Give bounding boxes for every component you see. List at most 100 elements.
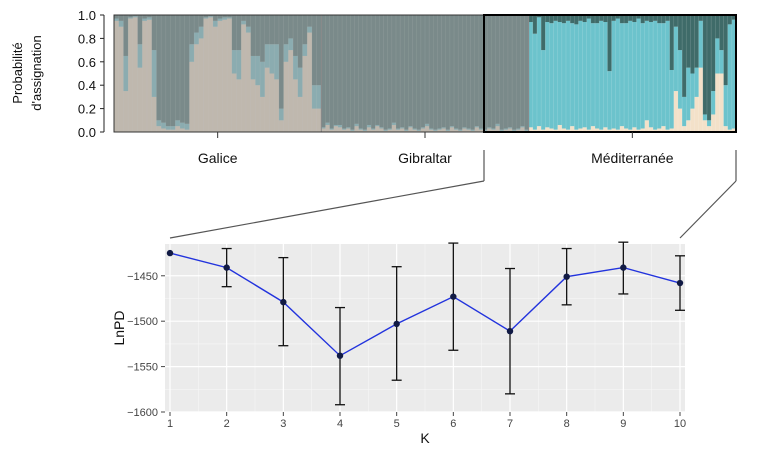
bar-segment-cream — [723, 126, 729, 132]
bar-segment-teal — [648, 22, 654, 128]
bar-segment-teal — [698, 20, 704, 68]
bar-segment-cream — [661, 126, 666, 132]
bar-segment-dark — [595, 15, 600, 24]
bar-segment-cream — [603, 127, 608, 132]
bar-segment-cream — [541, 129, 546, 132]
bar-segment-teal — [565, 20, 571, 130]
x-tick-label: 7 — [507, 418, 513, 430]
lnpd-line-chart: −1450 −1500 −1550 −1600 1 2 3 4 5 6 7 8 9 10 K LnPD — [111, 241, 686, 446]
bar-segment-teal — [661, 23, 666, 127]
data-point — [223, 264, 230, 271]
bar-segment-dark — [565, 15, 571, 21]
bar-segment-dark — [528, 15, 534, 23]
bar-segment-dark — [561, 15, 567, 24]
bar-segment-cream — [553, 129, 558, 132]
barplot-y-tick-label: 0.6 — [78, 55, 96, 70]
bar-segment-cream — [536, 126, 542, 132]
bar-segment-teal — [557, 22, 563, 125]
bar-segment-teal — [715, 38, 720, 74]
x-tick-label: 10 — [674, 418, 686, 430]
data-point — [280, 298, 287, 306]
bar-segment-cream — [686, 120, 691, 132]
bar-segment-cream — [632, 127, 637, 132]
bar-segment-cream — [561, 128, 567, 132]
bar-segment-teal — [607, 71, 612, 130]
bar-segment-cream — [607, 129, 612, 132]
series-points — [166, 249, 684, 359]
data-point — [336, 352, 344, 359]
barplot-ylabel-line2: d'assignation — [29, 35, 44, 110]
bar-segment-cream — [657, 128, 662, 132]
bar-segment-dark — [702, 15, 708, 115]
bar-segment-teal — [636, 18, 641, 130]
bar-segment-teal — [731, 19, 737, 129]
barplot-y-tick-label: 1.0 — [78, 8, 96, 23]
bar-segment-dark — [615, 15, 621, 19]
bar-segment-dark — [570, 15, 575, 24]
bar-segment-cream — [611, 128, 617, 132]
bar-segment-dark — [603, 15, 608, 23]
bar-segment-teal — [665, 20, 670, 130]
bar-segment-dark — [665, 15, 670, 21]
bar-segment-teal — [578, 20, 583, 129]
bar-segment-teal — [595, 23, 600, 129]
y-tick-label: −1600 — [127, 407, 158, 419]
x-axis-title: K — [420, 430, 430, 446]
data-point — [563, 273, 570, 280]
bar-segment-cream — [673, 91, 679, 132]
bar-segment-dark — [549, 15, 554, 24]
bar-segment-cream — [549, 128, 554, 132]
bar-segment-cream — [545, 127, 550, 132]
bar-segment-dark — [532, 15, 538, 34]
bar-segment-dark — [557, 15, 563, 23]
bar-segment-cream — [711, 114, 716, 132]
barplot-y-tick-label: 0.4 — [78, 78, 96, 93]
x-tick-label: 5 — [394, 418, 400, 430]
bar-segment-dark — [731, 15, 737, 20]
bar-segment-teal — [586, 18, 592, 130]
connector-right-diag — [679, 180, 737, 239]
bar-segment-teal — [673, 26, 679, 92]
bar-segment-cream — [694, 96, 699, 132]
bar-segment-dark — [632, 15, 637, 23]
bar-segment-cream — [665, 129, 670, 132]
bar-segment-dark — [682, 15, 687, 97]
highlighted-group-frame — [483, 14, 737, 133]
bar-segment-dark — [619, 15, 625, 24]
barplot-y-tick-label: 0.8 — [78, 31, 96, 46]
bar-segment-cream — [595, 128, 600, 132]
bar-segment-cream — [669, 128, 675, 132]
bar-segment-cream — [590, 126, 596, 132]
bar-segment-dark — [727, 15, 733, 25]
bar-segment-teal — [615, 18, 621, 130]
bar-segment-cream — [624, 128, 629, 132]
grid-lines — [165, 244, 685, 413]
bar-segment-teal — [686, 67, 691, 121]
x-tick-label: 2 — [224, 418, 230, 430]
bar-segment-cream — [690, 108, 695, 132]
bar-segment-dark — [653, 15, 658, 21]
group-label: Méditerranée — [591, 150, 674, 166]
bar-segment-cream — [698, 67, 704, 132]
bar-segment-cream — [682, 126, 687, 132]
bar-segment-cream — [528, 127, 534, 132]
x-tick-label: 8 — [564, 418, 570, 430]
x-tick-label: 6 — [450, 418, 456, 430]
y-tick-label: −1550 — [127, 362, 158, 374]
bar-segment-cream — [570, 126, 575, 132]
bar-segment-cream — [599, 129, 604, 132]
barplot-ylabel-line1: Probabilité — [10, 42, 25, 103]
y-axis-title: LnPD — [111, 310, 127, 345]
bar-segment-dark — [578, 15, 583, 21]
bar-segment-teal — [694, 67, 699, 97]
bar-segment-teal — [677, 50, 683, 109]
bar-segment-dark — [657, 15, 662, 24]
bar-segment-cream — [636, 129, 641, 132]
bar-segment-teal — [590, 23, 596, 127]
bar-segment-teal — [553, 20, 558, 130]
bar-segment-teal — [561, 23, 567, 129]
bar-segment-cream — [574, 129, 579, 132]
bar-segment-cream — [719, 73, 724, 132]
bar-segment-teal — [682, 96, 687, 127]
